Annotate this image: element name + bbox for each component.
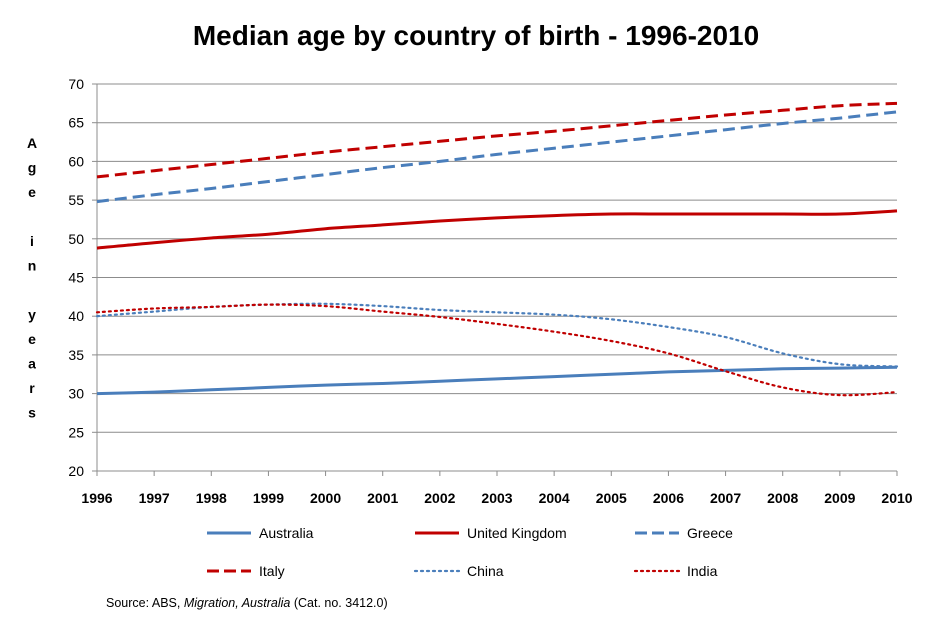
source-prefix: Source: ABS, [106,596,184,610]
series-line-australia [96,365,898,396]
x-tick-label-2007: 2007 [710,490,741,506]
x-tick-label-2005: 2005 [596,490,627,506]
source-suffix: (Cat. no. 3412.0) [290,596,388,610]
y-label-letter-9: a [28,356,36,372]
x-tick-label-2002: 2002 [424,490,455,506]
x-tick-label-1996: 1996 [81,490,112,506]
y-label-letter-11: s [28,405,36,421]
x-tick-label-2000: 2000 [310,490,341,506]
series-line-china [95,302,899,368]
x-tick-label-2006: 2006 [653,490,684,506]
series-line-greece [96,110,898,204]
y-label-letter-0: A [27,135,37,151]
x-tick-label-2009: 2009 [824,490,855,506]
x-tick-label-1999: 1999 [253,490,284,506]
x-tick-label-2008: 2008 [767,490,798,506]
legend-label-united-kingdom: United Kingdom [467,525,567,541]
source-publication: Migration, Australia [183,596,291,610]
source-note: Source: ABS, Migration, Australia (Cat. … [106,596,388,610]
legend-label-china: China [467,563,504,579]
legend-label-australia: Australia [259,525,314,541]
y-tick-label-35: 35 [68,347,84,363]
y-tick-label-55: 55 [68,192,84,208]
y-tick-label-65: 65 [68,115,84,131]
y-tick-label-70: 70 [68,76,84,92]
y-label-letter-2: e [28,184,36,200]
chart-title: Median age by country of birth - 1996-20… [193,20,759,51]
gridlines [97,83,897,433]
y-tick-label-40: 40 [68,308,84,324]
x-tick-label-1997: 1997 [139,490,170,506]
y-tick-label-60: 60 [68,153,84,169]
y-tick-label-50: 50 [68,231,84,247]
legend-label-greece: Greece [687,525,733,541]
x-tick-label-2004: 2004 [539,490,570,506]
legend: Australia United Kingdom Greece Italy China I… [207,525,733,579]
series-lines [95,101,899,397]
y-label-letter-1: g [28,160,37,176]
y-label-letter-5: n [28,258,37,274]
series-line-italy [96,101,898,179]
y-label-letter-10: r [29,380,35,396]
y-tick-label-25: 25 [68,424,84,440]
x-axis-ticks: 1996 1997 1998 1999 2000 2001 2002 2003 2004 2005… [81,471,913,506]
legend-label-italy: Italy [259,563,285,579]
legend-label-india: India [687,563,718,579]
y-tick-label-20: 20 [68,463,84,479]
y-label-letter-7: y [28,307,36,323]
y-label-letter-8: e [28,331,36,347]
x-tick-label-2001: 2001 [367,490,398,506]
series-line-india [95,303,899,397]
y-tick-label-45: 45 [68,270,84,286]
y-axis-ticks: 20 25 30 35 40 45 50 55 60 65 70 [68,76,97,479]
x-tick-label-2010: 2010 [881,490,912,506]
x-tick-label-1998: 1998 [196,490,227,506]
x-tick-label-2003: 2003 [481,490,512,506]
series-line-united-kingdom [96,209,898,250]
y-label-letter-4: i [30,233,34,249]
y-tick-label-30: 30 [68,386,84,402]
